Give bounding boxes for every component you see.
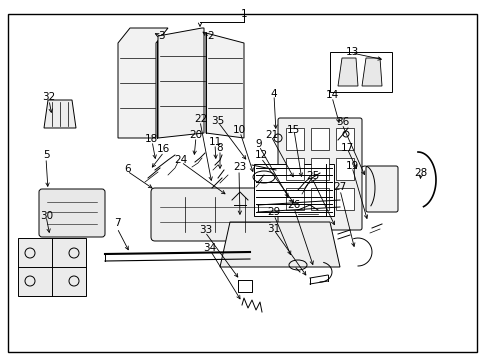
FancyBboxPatch shape [151,188,279,241]
Polygon shape [205,33,244,138]
Polygon shape [361,58,381,86]
Text: 15: 15 [286,125,300,135]
Text: 12: 12 [254,150,268,160]
Text: 35: 35 [210,116,224,126]
Text: 11: 11 [208,137,222,147]
Text: 34: 34 [203,243,217,253]
Text: 22: 22 [193,114,207,124]
Bar [310,188,328,210]
Text: 17: 17 [340,143,353,153]
Text: 36: 36 [335,117,348,127]
Bar [285,188,304,210]
Text: 6: 6 [123,164,130,174]
Text: 26: 26 [286,200,300,210]
Text: 5: 5 [43,150,50,160]
Bar [310,158,328,180]
Text: 14: 14 [325,90,339,100]
Text: 8: 8 [216,143,223,153]
Text: 10: 10 [233,125,245,135]
Text: 31: 31 [266,224,280,234]
Polygon shape [44,100,76,128]
Text: 7: 7 [114,218,121,228]
Polygon shape [118,28,168,138]
Text: 9: 9 [255,139,262,149]
Bar [335,188,353,210]
Text: 18: 18 [144,134,158,144]
Text: 16: 16 [157,144,170,154]
Bar [18,238,86,296]
Bar [285,158,304,180]
Text: 27: 27 [332,182,346,192]
Text: 23: 23 [232,162,246,172]
Text: 25: 25 [305,171,319,181]
Text: 29: 29 [266,207,280,217]
Polygon shape [337,58,357,86]
Text: 2: 2 [206,31,213,41]
Text: 30: 30 [40,211,53,221]
Bar [329,52,391,92]
Text: 33: 33 [198,225,212,235]
Bar [310,128,328,150]
Text: 28: 28 [413,168,427,178]
Text: 20: 20 [189,130,202,140]
Polygon shape [158,28,203,138]
Text: 24: 24 [174,155,187,165]
Text: 1: 1 [241,9,247,19]
Bar [253,164,333,216]
Text: 3: 3 [158,31,164,41]
Text: 4: 4 [270,89,277,99]
FancyBboxPatch shape [365,166,397,212]
Bar [285,128,304,150]
Text: 21: 21 [264,130,278,140]
Text: 32: 32 [42,92,56,102]
FancyBboxPatch shape [278,118,361,230]
Text: 13: 13 [345,47,358,57]
Text: 19: 19 [345,161,358,171]
Bar [335,158,353,180]
FancyBboxPatch shape [39,189,105,237]
Bar [335,128,353,150]
Polygon shape [220,222,339,267]
